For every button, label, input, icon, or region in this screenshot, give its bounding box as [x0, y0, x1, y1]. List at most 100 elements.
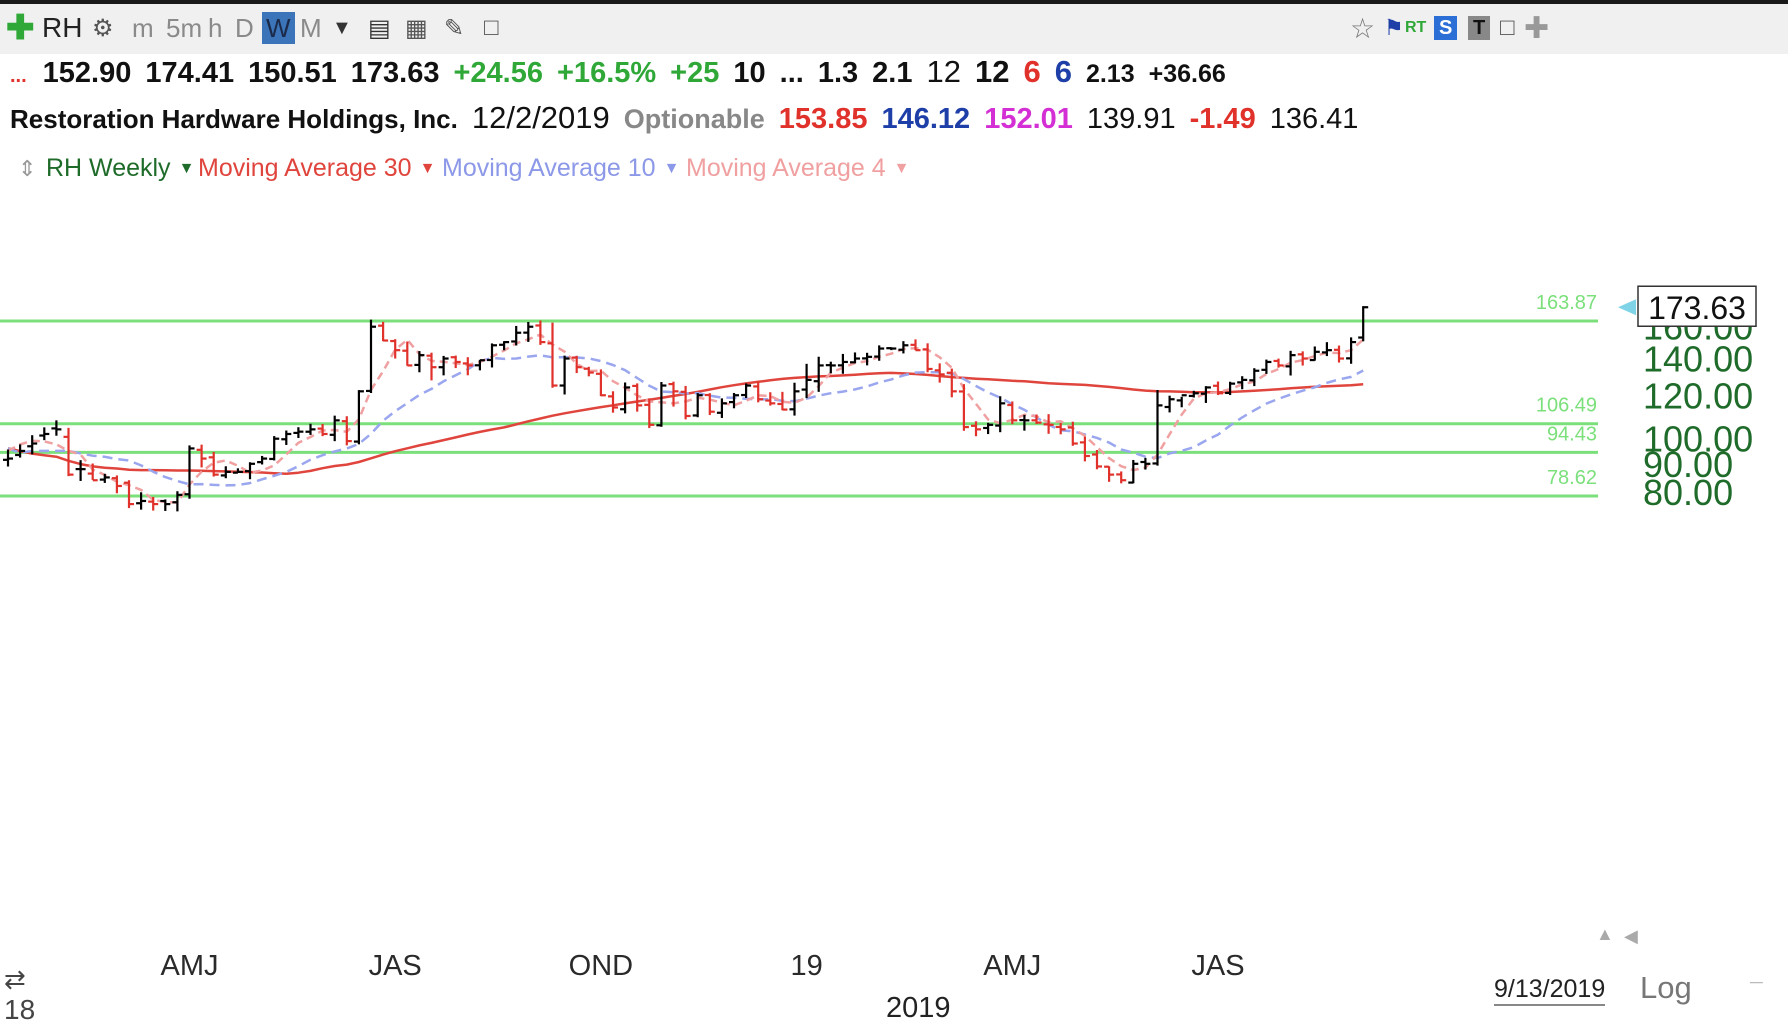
- ohlc-bar: [1334, 345, 1344, 363]
- quote-change: +24.56: [453, 57, 543, 89]
- flag-icon[interactable]: ⚑: [1384, 15, 1404, 40]
- ohlc-bar: [341, 416, 352, 446]
- ohlc-bar: [1358, 306, 1369, 342]
- s-badge[interactable]: S: [1434, 16, 1458, 40]
- interval-dropdown-icon[interactable]: ▼: [332, 16, 352, 39]
- year-label-prev: 18: [4, 994, 36, 1025]
- ohlc-bar: [704, 393, 715, 416]
- window-icon[interactable]: □: [1500, 14, 1515, 41]
- quote-low: 150.51: [248, 57, 337, 89]
- interval-monthly[interactable]: M: [300, 12, 322, 43]
- ohlc-bar: [257, 455, 268, 465]
- ohlc-bar: [1225, 381, 1236, 396]
- quote-close: 173.63: [350, 57, 440, 89]
- ohlc-bar: [160, 499, 171, 511]
- ohlc-bar: [958, 384, 969, 431]
- ohlc-bar: [547, 322, 558, 388]
- legend-ma10-label: Moving Average 10: [442, 154, 656, 182]
- realtime-badge[interactable]: RT: [1405, 19, 1427, 36]
- quote-stat-2: 10: [733, 57, 766, 89]
- star-icon[interactable]: ☆: [1350, 12, 1376, 44]
- ohlc-bar: [1176, 394, 1187, 408]
- ohlc-bar: [777, 391, 788, 411]
- quote-more-dots[interactable]: ...: [10, 65, 27, 87]
- legend-ma30-label: Moving Average 30: [198, 154, 412, 182]
- x-tick-label: JAS: [369, 950, 422, 982]
- ohlc-bar: [789, 382, 800, 416]
- ohlc-bar: [402, 341, 413, 367]
- move-handle-icon[interactable]: ⇕: [18, 156, 37, 181]
- interval-daily[interactable]: D: [235, 12, 254, 43]
- quote-change-pct: +16.5%: [557, 57, 657, 89]
- chevron-down-icon[interactable]: ▼: [663, 160, 680, 178]
- ohlc-bar: [220, 466, 231, 479]
- pencil-icon[interactable]: ✎: [444, 14, 465, 42]
- legend-ma4[interactable]: Moving Average 4 ▼: [686, 154, 910, 183]
- cursor-date-label[interactable]: 9/13/2019: [1494, 975, 1606, 1006]
- level-label: 163.87: [1536, 292, 1597, 314]
- interval-5min[interactable]: 5m: [166, 12, 203, 43]
- ohlc-bar: [1321, 342, 1332, 357]
- time-axis: AMJ JAS OND 19 AMJ JAS: [161, 950, 1245, 982]
- ohlc-bar: [898, 341, 909, 354]
- chevron-down-icon[interactable]: ▼: [178, 160, 195, 178]
- refresh-icon[interactable]: ⇄: [4, 964, 26, 994]
- symbol-label[interactable]: RH: [42, 12, 83, 43]
- ohlc-bar: [15, 444, 26, 458]
- ohlc-bar: [462, 357, 473, 376]
- y-tick-label: 100.00: [1643, 419, 1753, 460]
- ohlc-bars: [3, 306, 1369, 512]
- ohlc-bar: [1116, 471, 1127, 484]
- company-name: Restoration Hardware Holdings, Inc.: [10, 104, 458, 134]
- ohlc-bar: [571, 355, 582, 374]
- ohlc-bar: [184, 445, 195, 499]
- legend-ma10[interactable]: Moving Average 10 ▼: [442, 154, 679, 183]
- quote-stat-5: 12: [926, 54, 961, 89]
- chevron-down-icon[interactable]: ▼: [893, 160, 910, 178]
- chevron-down-icon[interactable]: ▼: [419, 160, 436, 178]
- t-badge[interactable]: T: [1468, 16, 1491, 40]
- ohlc-bar: [1200, 386, 1211, 403]
- ohlc-bar: [813, 356, 824, 392]
- interval-hour[interactable]: h: [208, 12, 223, 43]
- notes-icon[interactable]: □: [484, 14, 499, 41]
- ohlc-bar: [692, 393, 703, 418]
- ohlc-bar: [729, 392, 739, 409]
- ohlc-bar: [1019, 414, 1030, 431]
- ohlc-bar: [1297, 351, 1308, 366]
- drawing-tools-icon[interactable]: ⚙: [92, 14, 114, 42]
- quote-row-2: Restoration Hardware Holdings, Inc. 12/2…: [0, 100, 1788, 146]
- ohlc-bar: [99, 473, 110, 483]
- ohlc-bar: [136, 492, 147, 510]
- panel-resize-icon[interactable]: ─: [1750, 972, 1763, 992]
- log-scale-toggle[interactable]: Log: [1640, 970, 1692, 1005]
- quote-stat-10: +36.66: [1148, 60, 1226, 88]
- add-panel-icon[interactable]: ✚: [1524, 11, 1550, 45]
- ohlc-bar: [1213, 381, 1223, 396]
- legend-ma30[interactable]: Moving Average 30 ▼: [198, 154, 435, 183]
- y-tick-label: 90.00: [1643, 444, 1733, 485]
- ohlc-bar: [837, 353, 848, 374]
- ohlc-bar: [632, 383, 643, 412]
- add-icon[interactable]: ✚: [6, 9, 35, 47]
- interval-weekly[interactable]: W: [262, 12, 295, 44]
- legend-series-main[interactable]: RH Weekly ▼: [46, 154, 194, 183]
- interval-minute[interactable]: m: [132, 12, 154, 43]
- ohlc-bar: [1164, 395, 1175, 413]
- ohlc-bar: [208, 451, 219, 477]
- grid-table-icon[interactable]: ▦: [405, 14, 428, 42]
- ohlc-bar: [87, 463, 98, 482]
- scroll-up-icon[interactable]: ▲: [1596, 924, 1614, 944]
- ohlc-bar: [680, 385, 691, 420]
- quote-stat-8: 6: [1054, 54, 1072, 89]
- quote-ellipsis: ...: [779, 57, 804, 89]
- bar-chart-icon[interactable]: ▤: [368, 14, 391, 42]
- scroll-left-icon[interactable]: ◀: [1624, 926, 1638, 946]
- ohlc-bar: [1067, 421, 1078, 446]
- ohlc-bar: [934, 363, 945, 383]
- legend-ma4-label: Moving Average 4: [686, 154, 886, 182]
- ohlc-bar: [511, 325, 522, 346]
- ohlc-bar: [850, 352, 860, 364]
- ohlc-bar: [414, 351, 425, 373]
